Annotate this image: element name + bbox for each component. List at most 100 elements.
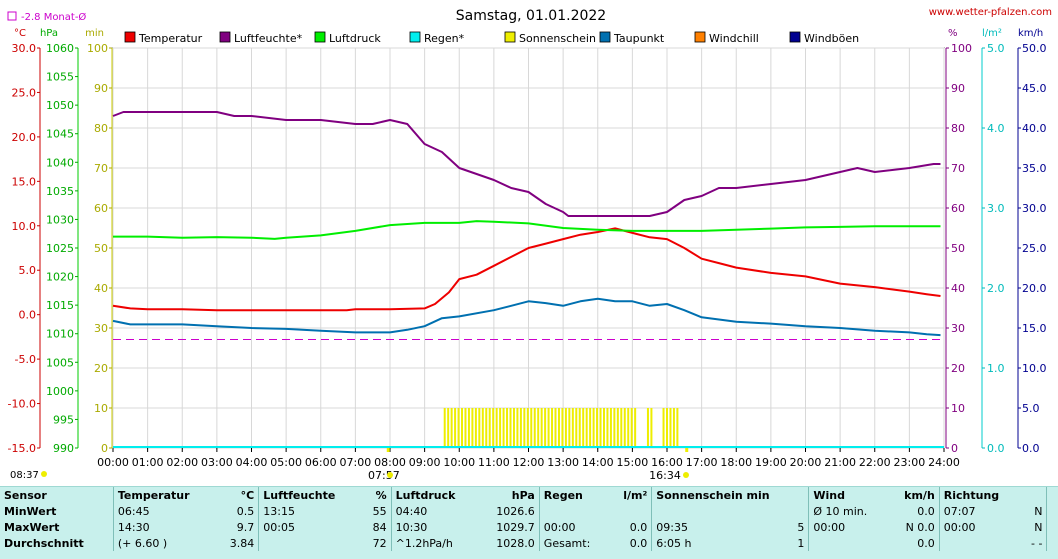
sunshine-bar (634, 408, 637, 448)
temp-tick-label: 10.0 (12, 220, 37, 233)
cell-rain-time: Gesamt: (538, 535, 610, 551)
monthly-average-label: -2.8 Monat-Ø (21, 11, 86, 23)
sunshine-bar (506, 408, 509, 448)
sunshine-bar (492, 408, 495, 448)
cell-hum-value: 84 (372, 520, 387, 534)
wind-tick-label: 25.0 (1022, 242, 1047, 255)
min-tick-label: 60 (94, 202, 108, 215)
wind-tick-label: 30.0 (1022, 202, 1047, 215)
time-tick-label: 11:00 (478, 456, 510, 469)
min-tick-label: 80 (94, 122, 108, 135)
sunshine-bar (568, 408, 571, 448)
min-tick-label: 10 (94, 402, 108, 415)
sunshine-bar (523, 408, 526, 448)
time-tick-label: 16:00 (651, 456, 683, 469)
sunshine-bar (672, 408, 675, 448)
cell-wind-time: Ø 10 min. (808, 503, 890, 519)
sunshine-bar (533, 408, 536, 448)
series-lines (112, 111, 941, 337)
cell-wind-time: 00:00 (808, 519, 890, 535)
hpa-tick-label: 1035 (46, 185, 74, 198)
sunshine-bar (512, 408, 515, 448)
cell-filler (1046, 535, 1058, 551)
sunset-label: 16:34 (649, 469, 681, 482)
cell-temp-time: (+ 6.60 ) (112, 535, 217, 551)
temp-tick-label: 5.0 (19, 264, 37, 277)
hpa-tick-label: 1020 (46, 271, 74, 284)
time-tick-label: 07:00 (340, 456, 372, 469)
wind-tick-label: 5.0 (1022, 402, 1040, 415)
sunshine-bar (537, 408, 540, 448)
sunshine-bar (544, 408, 547, 448)
header-temp: Temperatur (112, 487, 217, 503)
pct-tick-label: 100 (951, 42, 972, 55)
sunrise-icon (387, 472, 393, 478)
sunshine-bar (443, 408, 446, 448)
unit-wind: km/h (1018, 28, 1043, 39)
sunshine-bar (516, 408, 519, 448)
header-hum: Luftfeuchte (258, 487, 363, 503)
time-tick-label: 09:00 (409, 456, 441, 469)
cell-temp-value: 9.7 (236, 520, 255, 534)
hpa-tick-label: 1030 (46, 213, 74, 226)
unit-temp: °C (14, 28, 26, 39)
hpa-tick-label: 1010 (46, 328, 74, 341)
min-tick-label: 0 (101, 442, 108, 455)
unit-min: min (85, 28, 104, 39)
cell-dir-time: 07:07 (938, 503, 1022, 519)
cell-sun-time: 09:35 (651, 519, 768, 535)
wind-tick-label: 35.0 (1022, 162, 1047, 175)
cell-wind-value: 0.0 (917, 536, 935, 550)
rain-tick-label: 0.0 (987, 442, 1005, 455)
cell-filler (1046, 503, 1058, 519)
sunshine-bar (602, 408, 605, 448)
cell-sun-value: 1 (797, 536, 805, 550)
sunshine-bar (650, 408, 653, 448)
header-hum-unit: % (375, 488, 387, 502)
sunshine-bar (478, 408, 481, 448)
sunshine-bar (464, 408, 467, 448)
sunshine-bar (630, 408, 633, 448)
time-tick-label: 18:00 (720, 456, 752, 469)
hpa-tick-label: 1050 (46, 99, 74, 112)
site-link[interactable]: www.wetter-pfalzen.com (929, 7, 1052, 18)
sunshine-bar (454, 408, 457, 448)
series-line-luftfeuchte (112, 111, 941, 217)
header-wind: Wind (808, 487, 890, 503)
cell-hum-value: 72 (372, 536, 387, 550)
time-tick-label: 21:00 (824, 456, 856, 469)
sunshine-bars (113, 408, 944, 452)
time-tick-label: 02:00 (166, 456, 198, 469)
cell-press-value: 1029.7 (496, 520, 535, 534)
temp-tick-label: 25.0 (12, 86, 37, 99)
cell-sun-time: 6:05 h (651, 535, 768, 551)
unit-hpa: hPa (40, 28, 58, 39)
sunshine-bar (557, 408, 560, 448)
time-tick-label: 06:00 (305, 456, 337, 469)
sunshine-bar (471, 408, 474, 448)
wind-tick-label: 0.0 (1022, 442, 1040, 455)
sunshine-bar (561, 408, 564, 448)
wind-tick-label: 15.0 (1022, 322, 1047, 335)
min-tick-label: 70 (94, 162, 108, 175)
legend-label: Sonnenschein (519, 32, 596, 45)
temp-tick-label: -10.0 (8, 398, 36, 411)
statistics-row-max: MaxWert 14:30 9.7 00:05 84 10:30 1029.7 … (0, 519, 1058, 535)
cell-press-time: ^1.2hPa/h (390, 535, 479, 551)
cell-temp-time: 06:45 (112, 503, 217, 519)
pct-tick-label: 40 (951, 282, 965, 295)
sunrise-label: 07:57 (368, 469, 400, 482)
legend-label: Windböen (804, 32, 859, 45)
cell-press-value: 1028.0 (496, 536, 535, 550)
axes: 30.0 25.0 20.0 15.0 10.0 5.0 0.0 -5.0 -10.0 -15.0… (8, 42, 1047, 469)
time-tick-label: 23:00 (894, 456, 926, 469)
weather-chart: 30.0 25.0 20.0 15.0 10.0 5.0 0.0 -5.0 -10.0 -15.0… (7, 7, 1052, 482)
hpa-tick-label: 990 (53, 442, 74, 455)
time-tick-label: 14:00 (582, 456, 614, 469)
sunshine-bar (554, 408, 557, 448)
time-tick-label: 12:00 (513, 456, 545, 469)
wind-tick-label: 20.0 (1022, 282, 1047, 295)
hpa-tick-label: 1000 (46, 385, 74, 398)
hpa-tick-label: 1045 (46, 128, 74, 141)
sunshine-bar (474, 408, 477, 448)
